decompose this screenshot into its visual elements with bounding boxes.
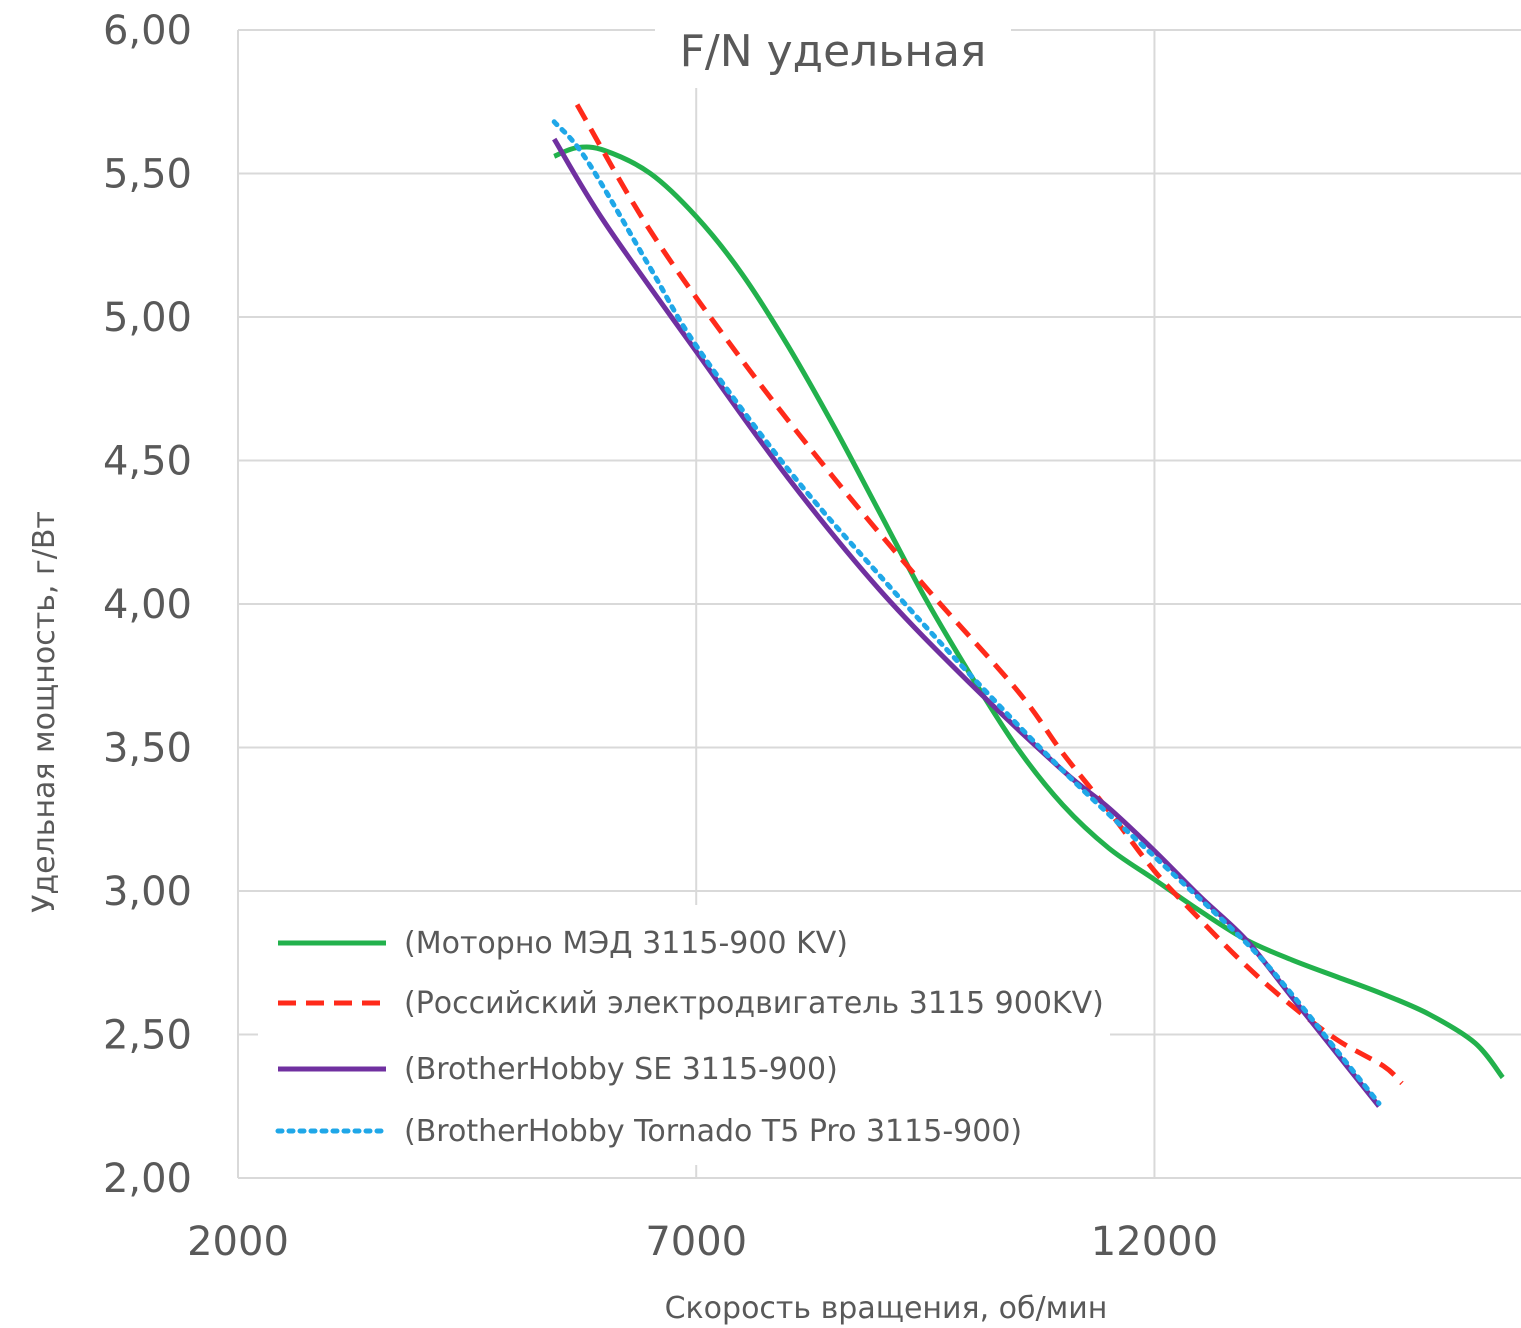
chart-title-group: F/N удельная	[655, 12, 1011, 88]
series-line-1	[553, 144, 1505, 1080]
y-tick-label: 4,00	[103, 582, 192, 628]
y-tick-label: 2,00	[103, 1156, 192, 1202]
y-axis-title: Удельная мощность, г/Вт	[27, 511, 62, 913]
legend-background	[258, 905, 1110, 1165]
x-axis-tick-labels: 2000 7000 12000	[187, 1219, 1218, 1265]
y-tick-label: 6,00	[103, 8, 192, 54]
legend-label: (Моторно МЭД 3115-900 KV)	[404, 926, 848, 961]
x-axis-title: Скорость вращения, об/мин	[665, 1291, 1108, 1326]
y-tick-label: 4,50	[103, 439, 192, 485]
y-tick-label: 5,50	[103, 152, 192, 198]
legend-label: (BrotherHobby SE 3115-900)	[404, 1052, 838, 1087]
y-tick-label: 3,50	[103, 726, 192, 772]
y-tick-label: 2,50	[103, 1013, 192, 1059]
x-tick-label: 7000	[645, 1219, 747, 1265]
x-tick-label: 2000	[187, 1219, 289, 1265]
legend-label: (BrotherHobby Tornado T5 Pro 3115-900)	[404, 1114, 1022, 1149]
legend: (Моторно МЭД 3115-900 KV) (Российский эле…	[258, 905, 1110, 1165]
y-tick-label: 5,00	[103, 295, 192, 341]
chart-title: F/N удельная	[680, 26, 987, 77]
y-tick-label: 3,00	[103, 869, 192, 915]
series-line-4	[551, 119, 1382, 1106]
legend-label: (Российский электродвигатель 3115 900KV)	[404, 986, 1104, 1021]
series-line-2	[574, 103, 1404, 1086]
chart-title-background	[655, 12, 1011, 88]
x-tick-label: 12000	[1091, 1219, 1218, 1265]
series-lines	[551, 103, 1505, 1108]
y-axis-tick-labels: 2,00 2,50 3,00 3,50 4,00 4,50 5,00 5,50 6,00	[103, 8, 192, 1202]
